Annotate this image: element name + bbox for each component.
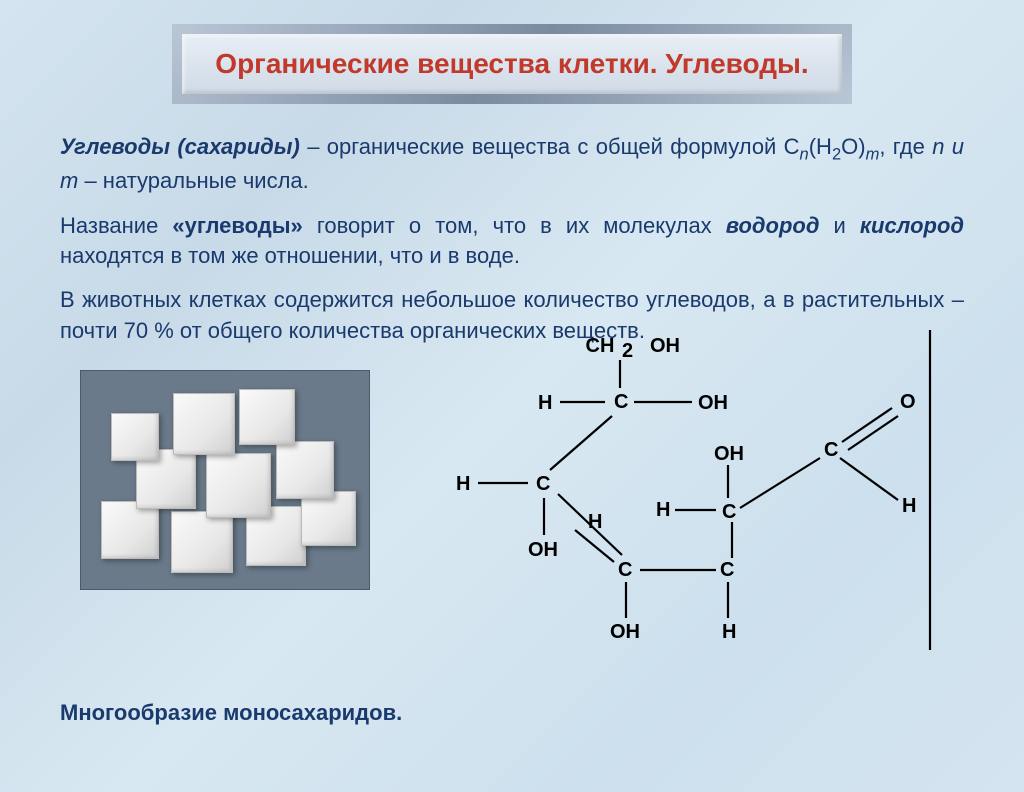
svg-text:OH: OH bbox=[528, 539, 558, 561]
svg-text:H: H bbox=[456, 473, 470, 495]
svg-text:H: H bbox=[538, 392, 552, 414]
content-area: Углеводы (сахариды) – органические вещес… bbox=[0, 104, 1024, 660]
name-explanation-paragraph: Название «углеводы» говорит о том, что в… bbox=[60, 211, 964, 272]
sugar-cubes-image bbox=[80, 370, 370, 590]
svg-text:C: C bbox=[536, 473, 550, 495]
title-panel: Органические вещества клетки. Углеводы. bbox=[172, 24, 852, 104]
term-hydrogen: водород bbox=[726, 213, 820, 238]
lower-row: CH 2 OH C H OH C H OH C bbox=[60, 360, 964, 660]
svg-text:OH: OH bbox=[698, 392, 728, 414]
svg-text:O: O bbox=[900, 391, 916, 413]
glucose-structure-svg: CH 2 OH C H OH C H OH C bbox=[400, 330, 960, 670]
svg-text:C: C bbox=[618, 559, 632, 581]
svg-text:OH: OH bbox=[714, 443, 744, 465]
svg-text:C: C bbox=[720, 559, 734, 581]
svg-text:H: H bbox=[588, 511, 602, 533]
svg-text:2: 2 bbox=[622, 340, 633, 362]
svg-text:C: C bbox=[722, 501, 736, 523]
image-caption: Многообразие моносахаридов. bbox=[60, 700, 1024, 726]
svg-text:CH: CH bbox=[586, 335, 615, 357]
svg-text:H: H bbox=[722, 621, 736, 643]
chemical-structure: CH 2 OH C H OH C H OH C bbox=[370, 360, 964, 660]
svg-text:C: C bbox=[614, 391, 628, 413]
svg-text:H: H bbox=[656, 499, 670, 521]
svg-text:C: C bbox=[824, 439, 838, 461]
term-oxygen: кислород bbox=[860, 213, 964, 238]
term-saccharides: Углеводы (сахариды) bbox=[60, 134, 300, 159]
svg-text:OH: OH bbox=[650, 335, 680, 357]
svg-text:H: H bbox=[902, 495, 916, 517]
svg-text:OH: OH bbox=[610, 621, 640, 643]
definition-paragraph: Углеводы (сахариды) – органические вещес… bbox=[60, 132, 964, 197]
slide-title: Органические вещества клетки. Углеводы. bbox=[192, 48, 832, 80]
